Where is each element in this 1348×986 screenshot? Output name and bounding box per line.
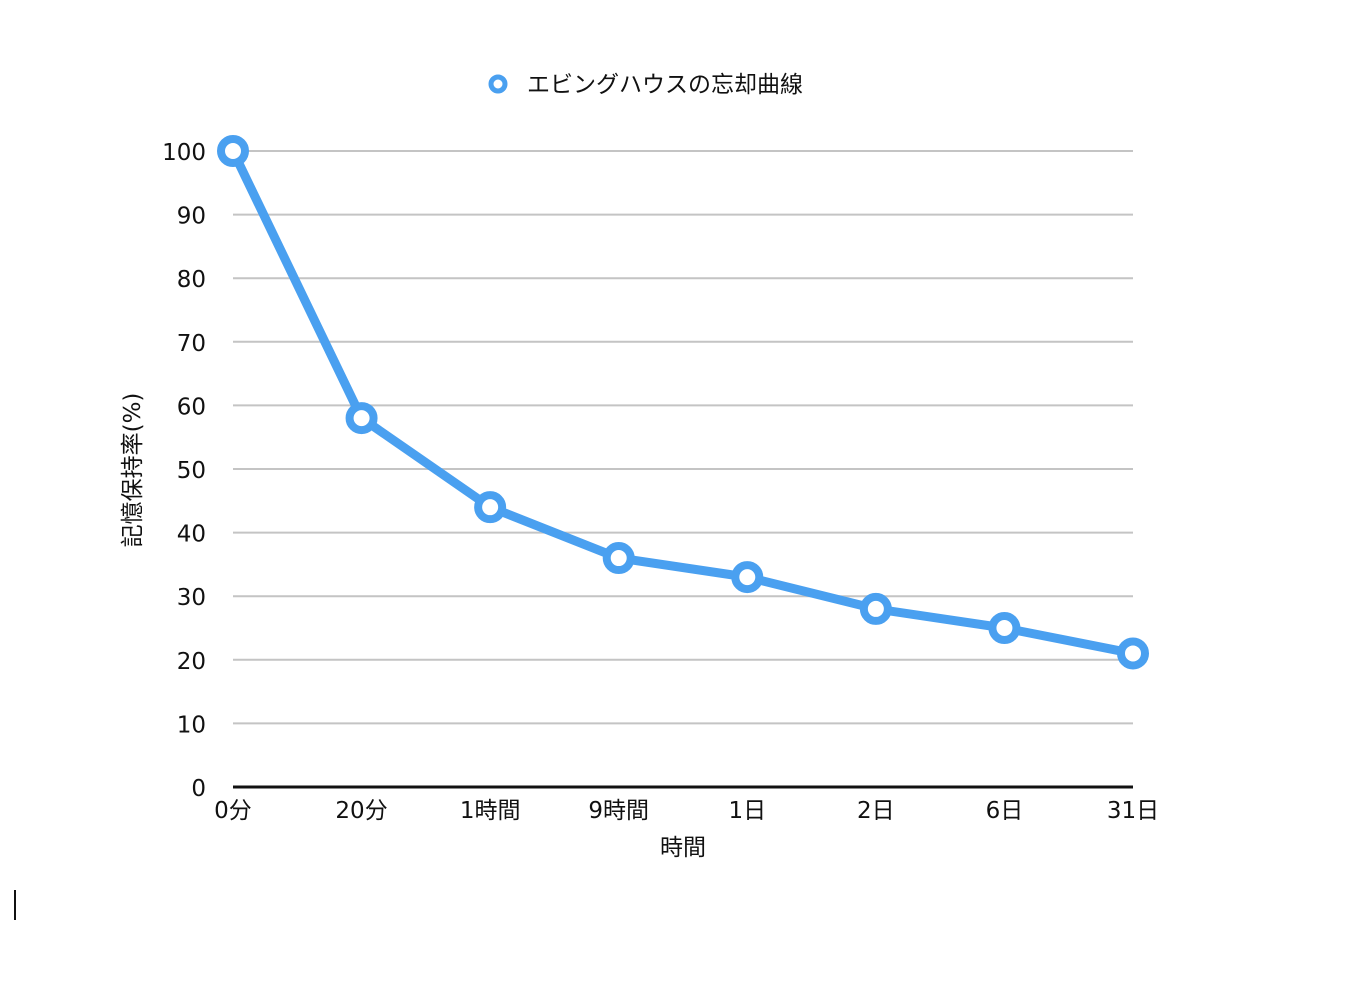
- x-tick-label: 20分: [335, 798, 387, 824]
- y-tick-label: 80: [177, 267, 206, 293]
- x-tick-label: 9時間: [588, 798, 649, 824]
- x-tick-label: 6日: [986, 798, 1024, 824]
- y-tick-label: 40: [177, 522, 206, 548]
- series-line: [228, 146, 1138, 658]
- legend: エビングハウスの忘却曲線: [488, 72, 803, 98]
- y-tick-label: 30: [177, 585, 206, 611]
- y-axis-label: 記憶保持率(%): [120, 393, 146, 548]
- data-point: [217, 135, 249, 167]
- x-axis-label: 時間: [660, 835, 706, 861]
- data-point: [988, 612, 1021, 644]
- x-tick-label: 31日: [1107, 798, 1159, 824]
- gridlines: [233, 150, 1133, 725]
- y-tick-label: 10: [177, 712, 206, 738]
- data-point: [345, 402, 378, 435]
- data-point: [731, 561, 764, 594]
- y-tick-label: 50: [177, 458, 206, 484]
- text-cursor: [14, 890, 16, 920]
- legend-label: エビングハウスの忘却曲線: [527, 72, 803, 98]
- x-tick-label: 1時間: [460, 798, 521, 824]
- x-tick-label: 2日: [857, 798, 895, 824]
- y-tick-label: 20: [177, 649, 206, 675]
- y-tick-label: 100: [162, 140, 206, 166]
- data-point: [1117, 637, 1149, 670]
- legend-marker-icon: [488, 74, 508, 94]
- y-tick-label: 90: [177, 204, 206, 230]
- x-tick-label: 0分: [214, 798, 252, 824]
- series-layer: [217, 135, 1149, 670]
- data-point: [602, 542, 635, 575]
- data-point: [474, 491, 507, 524]
- data-point: [859, 592, 892, 625]
- x-tick-label: 1日: [728, 798, 766, 824]
- y-tick-label: 70: [177, 331, 206, 357]
- y-tick-label: 0: [191, 776, 206, 802]
- axes: 0 10 20 30 40 50 60 70 80 90 100 0分 20分 1時間 9時間 1日 2日 6日 3…: [162, 140, 1159, 824]
- y-tick-label: 60: [177, 394, 206, 420]
